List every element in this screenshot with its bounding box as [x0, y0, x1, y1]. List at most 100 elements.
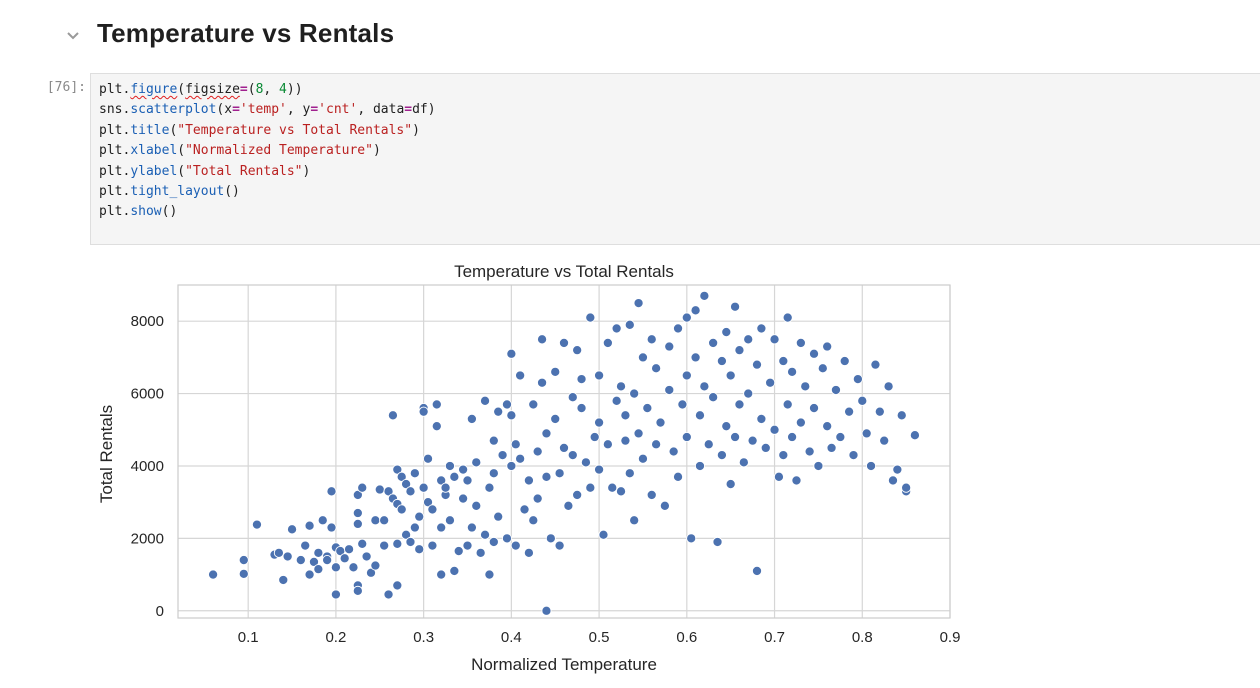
scatter-point [515, 453, 526, 464]
scatter-point [887, 475, 899, 486]
scatter-point [712, 536, 723, 548]
code-text[interactable]: plt.figure(figsize=(8, 4)) sns.scatterpl… [99, 80, 436, 223]
scatter-point [624, 468, 635, 479]
code-token: 8 [255, 82, 264, 97]
tick-labels: 0.1 0.2 0.3 0.4 0.5 0.6 0.7 0.8 0.9 0 2000 4000 6000… [131, 313, 961, 646]
scatter-point [392, 464, 403, 475]
scatter-point [730, 431, 741, 443]
scatter-point [471, 500, 482, 511]
scatter-point [528, 515, 539, 526]
scatter-point [379, 515, 390, 526]
code-cell-editor[interactable]: plt.figure(figsize=(8, 4)) sns.scatterpl… [90, 73, 1260, 245]
scatter-point [370, 560, 381, 571]
scatter-point [664, 341, 675, 352]
scatter-point [401, 529, 412, 540]
scatter-point [339, 553, 350, 564]
scatter-point [444, 460, 456, 472]
scatter-point [870, 359, 881, 370]
x-tick-label: 0.8 [852, 629, 873, 646]
scatter-point [458, 464, 469, 475]
x-tick-label: 0.4 [501, 629, 522, 646]
scatter-point [322, 555, 333, 566]
code-token: , [263, 82, 280, 97]
code-token: ) [302, 163, 311, 179]
code-token: (x [216, 102, 233, 118]
x-tick-label: 0.9 [940, 629, 961, 646]
scatter-point [510, 540, 521, 551]
scatter-point [699, 381, 710, 392]
scatter-point [580, 457, 591, 468]
scatter-point [615, 381, 627, 392]
scatter-point [317, 515, 328, 526]
scatter-point [725, 370, 736, 381]
scatter-point [330, 589, 341, 600]
scatter-point [308, 556, 320, 567]
code-token: 'cnt' [318, 102, 358, 118]
scatter-point [646, 334, 657, 345]
scatter-point [326, 486, 337, 497]
scatter-point [352, 585, 363, 596]
code-line: plt.ylabel("Total Rentals") [99, 164, 310, 179]
scatter-point [238, 568, 249, 579]
code-token: plt [99, 82, 123, 97]
scatter-point [436, 522, 447, 533]
scatter-point [782, 399, 793, 410]
scatter-point [585, 482, 596, 493]
scatter-point [808, 403, 820, 414]
code-token: ylabel [130, 163, 178, 179]
scatter-point [431, 421, 442, 432]
scatter-point [751, 565, 763, 576]
code-token: sns [99, 102, 123, 118]
scatter-point [607, 482, 618, 493]
scatter-point [751, 359, 763, 370]
scatter-point [664, 384, 675, 396]
scatter-point [313, 564, 324, 575]
scatter-point [567, 450, 578, 461]
code-token: plt [99, 184, 123, 200]
scatter-point [708, 392, 719, 403]
scatter-point [541, 605, 552, 616]
scatter-point [633, 428, 644, 439]
scatter-point [782, 312, 793, 323]
scatter-point [852, 374, 863, 385]
code-token: , data [357, 102, 405, 118]
scatter-point [357, 538, 368, 549]
y-axis-label: Total Rentals [97, 405, 116, 503]
scatter-point [611, 323, 622, 334]
code-token: . [122, 122, 131, 138]
scatter-point [374, 484, 385, 495]
scatter-point [488, 468, 499, 479]
scatter-point [804, 446, 815, 457]
scatter-point [651, 363, 662, 374]
scatter-point [405, 486, 416, 497]
scatter-point [787, 366, 798, 377]
scatter-point [330, 562, 341, 573]
scatter-point [304, 569, 315, 580]
scatter-point [295, 555, 306, 566]
code-token: , y [286, 102, 311, 118]
scatter-point [598, 529, 609, 540]
scatter-point [401, 479, 412, 490]
code-token: 'temp' [239, 102, 287, 118]
scatter-point [822, 341, 833, 352]
scatter-point [896, 410, 907, 421]
scatter-point [822, 421, 833, 432]
scatter-point [396, 471, 407, 482]
scatter-point [479, 529, 491, 540]
scatter-point [734, 345, 745, 356]
scatter-point [694, 410, 706, 421]
scatter-point [352, 507, 363, 519]
code-token: "Total Rentals" [185, 163, 303, 179]
code-token: = [239, 82, 248, 97]
scatter-point [721, 327, 732, 338]
scatter-point [444, 515, 456, 526]
scatter-point [848, 450, 859, 461]
y-tick-label: 6000 [131, 386, 164, 403]
code-token: 4 [279, 82, 287, 97]
scatter-point [537, 334, 548, 345]
scatter-point [523, 547, 534, 558]
collapse-chevron-icon[interactable] [64, 26, 82, 44]
scatter-point [743, 334, 754, 345]
scatter-point [466, 522, 477, 533]
